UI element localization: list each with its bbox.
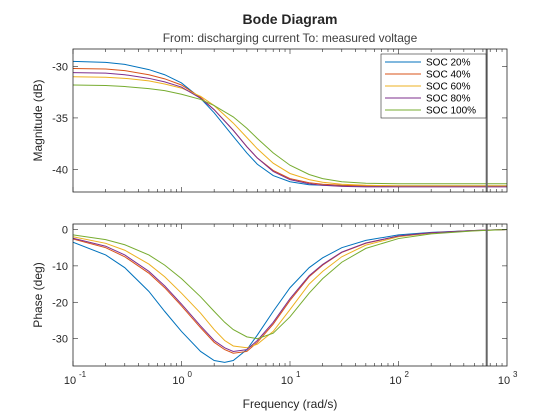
x-tick-label: 10 [281,375,293,387]
y-tick-label: -10 [52,261,68,273]
x-tick-label: 10 [172,375,184,387]
x-tick-exponent: -1 [79,370,87,379]
y-tick-label: -30 [52,61,68,73]
chart-subtitle: From: discharging current To: measured v… [163,31,418,45]
series-line-soc-60- [73,76,507,187]
legend-entry: SOC 20% [426,58,471,69]
phase-panel: 0 -10 -20 -30 Phase (deg) [31,223,508,367]
magnitude-axis-label: Magnitude (dB) [31,79,45,161]
x-tick-label: 10 [389,375,401,387]
y-tick-label: -35 [52,113,68,125]
y-tick-label: -40 [52,164,68,176]
legend-entry: SOC 60% [426,82,471,93]
x-tick-exponent: 1 [296,370,301,379]
legend-entry: SOC 40% [426,70,471,81]
series-line-soc-80- [73,72,507,188]
plot-area [73,224,507,366]
series-line-soc-100- [73,84,507,185]
x-tick-label: 10 [64,375,76,387]
x-tick-label: 10 [498,375,510,387]
legend: SOC 20%SOC 40%SOC 60%SOC 80%SOC 100% [380,53,487,119]
legend-entry: SOC 100% [426,106,476,117]
x-tick-exponent: 0 [188,370,193,379]
phase-axis-label: Phase (deg) [31,262,45,327]
x-tick-exponent: 2 [405,370,410,379]
series-line-soc-80- [73,228,507,352]
series-line-soc-100- [73,228,507,340]
series-line-soc-60- [73,228,507,349]
legend-entry: SOC 80% [426,94,471,105]
y-tick-label: -30 [52,334,68,346]
y-tick-label: -20 [52,297,68,309]
series-line-soc-20- [73,228,507,363]
y-tick-label: 0 [62,224,68,236]
x-tick-exponent: 3 [513,370,518,379]
chart-title: Bode Diagram [243,11,338,27]
x-axis-label: Frequency (rad/s) [243,397,338,411]
legend-box [380,53,487,119]
